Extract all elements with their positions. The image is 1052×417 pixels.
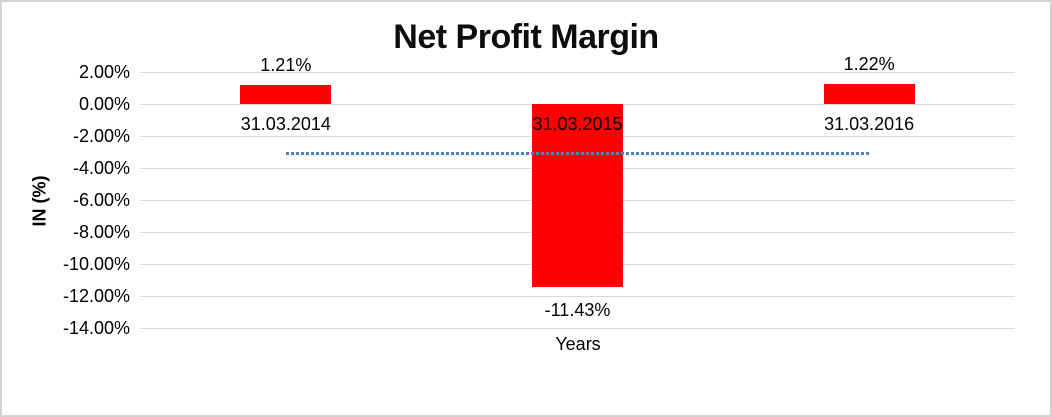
data-label: -11.43% [544, 299, 611, 320]
chart-title: Net Profit Margin [393, 18, 659, 56]
category-label: 31.03.2016 [824, 114, 915, 134]
y-tick-label: -2.00% [72, 126, 130, 146]
y-tick-label: 0.00% [78, 94, 130, 114]
y-tick-label: -14.00% [62, 318, 130, 338]
y-tick-label: -6.00% [72, 190, 130, 210]
gridline [140, 327, 1015, 329]
y-tick-label: -8.00% [72, 222, 130, 242]
bar-31.03.2014 [240, 84, 332, 104]
data-label: 1.22% [843, 54, 895, 75]
data-label: 1.21% [260, 54, 312, 75]
y-tick-label: 2.00% [78, 62, 130, 82]
bar-31.03.2015 [532, 104, 623, 287]
category-label: 31.03.2014 [240, 114, 331, 134]
bar-31.03.2016 [823, 84, 915, 104]
gridline [140, 295, 1015, 297]
y-tick-label: -12.00% [62, 286, 130, 306]
gridline [140, 71, 1015, 73]
x-axis-title: Years [555, 334, 601, 354]
category-label: 31.03.2015 [532, 114, 623, 134]
y-tick-label: -10.00% [62, 254, 130, 274]
trendline [285, 152, 870, 156]
y-tick-label: -4.00% [72, 158, 130, 178]
